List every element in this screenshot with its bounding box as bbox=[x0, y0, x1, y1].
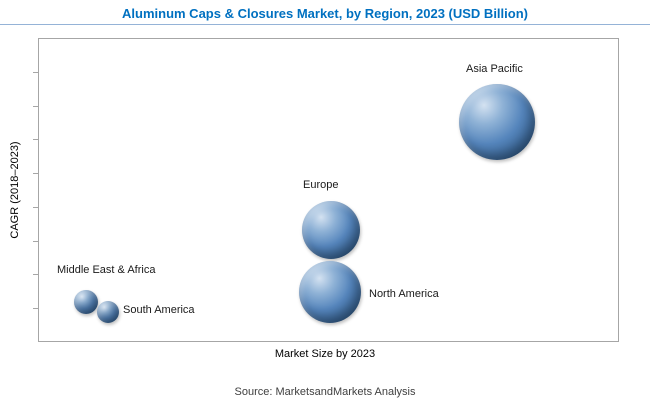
title-divider bbox=[0, 24, 650, 25]
y-axis-tick bbox=[33, 71, 38, 73]
y-axis-tick bbox=[33, 206, 38, 208]
bubble-label-middle-east-africa: Middle East & Africa bbox=[57, 264, 156, 276]
bubble-label-north-america: North America bbox=[369, 288, 439, 300]
y-axis-tick bbox=[33, 274, 38, 276]
bubble-middle-east-africa bbox=[74, 290, 98, 314]
bubble-label-europe: Europe bbox=[303, 179, 339, 191]
bubble-label-south-america: South America bbox=[123, 304, 195, 316]
source-note: Source: MarketsandMarkets Analysis bbox=[234, 386, 416, 398]
y-axis-tick bbox=[33, 308, 38, 310]
y-axis-tick bbox=[33, 173, 38, 175]
y-axis-label: CAGR (2018–2023) bbox=[9, 141, 21, 239]
y-axis-tick bbox=[33, 240, 38, 242]
bubble-europe bbox=[302, 201, 360, 259]
bubble-asia-pacific bbox=[459, 84, 535, 160]
y-axis-tick bbox=[33, 139, 38, 141]
x-axis-label: Market Size by 2023 bbox=[274, 348, 376, 360]
bubble-north-america bbox=[299, 261, 361, 323]
bubble-south-america bbox=[97, 301, 119, 323]
bubble-label-asia-pacific: Asia Pacific bbox=[466, 63, 523, 75]
y-axis-tick bbox=[33, 105, 38, 107]
chart-title: Aluminum Caps & Closures Market, by Regi… bbox=[122, 6, 528, 21]
